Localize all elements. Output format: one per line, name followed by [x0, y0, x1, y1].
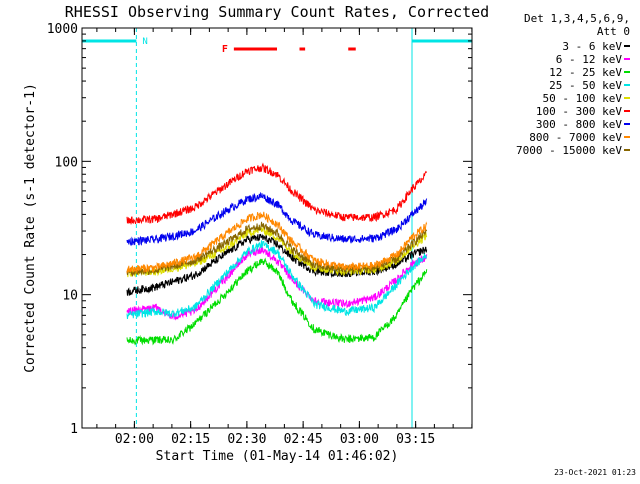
legend-label: 6 - 12 keV [556, 53, 623, 66]
x-tick-label: 03:00 [340, 432, 379, 447]
series-line-12-25keV [126, 257, 428, 346]
x-tick-label: 02:45 [284, 432, 323, 447]
y-tick-label: 100 [55, 155, 78, 170]
legend-label: 3 - 6 keV [562, 40, 622, 53]
legend-header: Det 1,3,4,5,6,9, [524, 12, 630, 25]
y-tick-label: 1000 [47, 22, 78, 37]
x-tick-label: 02:30 [227, 432, 266, 447]
legend-label: 300 - 800 keV [536, 118, 622, 131]
series-line-7000-15000keV [126, 221, 428, 277]
legend-label: 7000 - 15000 keV [516, 144, 622, 157]
plot-frame [81, 27, 473, 429]
y-tick-label: 10 [62, 289, 78, 304]
legend-label: 800 - 7000 keV [529, 131, 622, 144]
x-axis-label: Start Time (01-May-14 01:46:02) [156, 449, 399, 464]
chart-title: RHESSI Observing Summary Count Rates, Co… [65, 3, 489, 21]
series-line-6-12keV [126, 246, 428, 321]
y-axis-label: Corrected Count Rate (s-1 detector-1) [23, 83, 38, 373]
legend-header: Att 0 [597, 25, 630, 38]
legend-label: 50 - 100 keV [543, 92, 623, 105]
series-line-25-50keV [126, 240, 428, 319]
x-tick-label: 02:15 [171, 432, 210, 447]
flare-marker-label: F [222, 44, 228, 55]
series-line-300-800keV [126, 191, 428, 247]
legend-label: 12 - 25 keV [549, 66, 622, 79]
y-tick-label: 1 [70, 422, 78, 437]
x-tick-label: 03:15 [396, 432, 435, 447]
legend-label: 100 - 300 keV [536, 105, 622, 118]
series-line-100-300keV [126, 162, 428, 225]
footer-timestamp: 23-Oct-2021 01:23 [554, 468, 636, 477]
night-marker-label: N [142, 37, 147, 47]
series-line-3-6keV [126, 233, 428, 297]
legend-label: 25 - 50 keV [549, 79, 622, 92]
series-line-800-7000keV [126, 211, 428, 274]
x-tick-label: 02:00 [115, 432, 154, 447]
